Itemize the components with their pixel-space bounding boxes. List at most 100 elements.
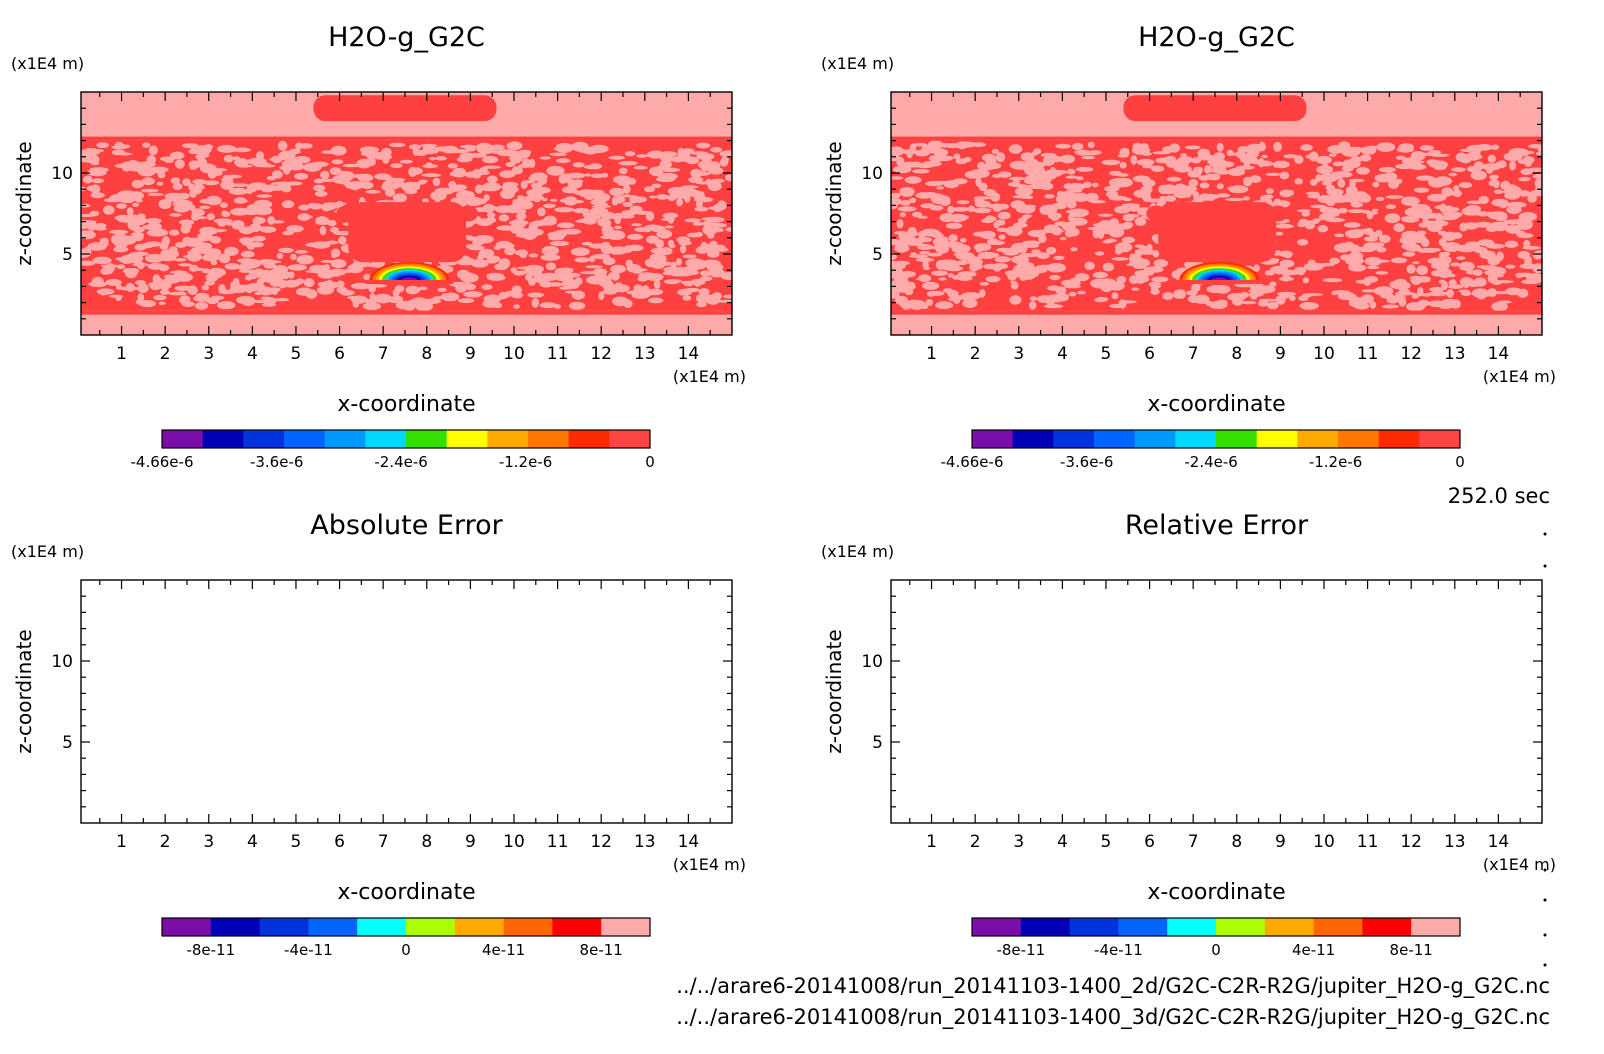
colorbar-tick-label: -8e-11 [186, 941, 235, 959]
y-tick-label: 10 [861, 164, 883, 184]
y-unit-label: (x1E4 m) [821, 542, 894, 561]
colorbar: -8e-11 -4e-11 0 4e-11 8e-11 [161, 917, 651, 959]
colorbar-tick-label: -4e-11 [284, 941, 333, 959]
heatmap-field [81, 92, 732, 335]
colorbar-tick-label: 0 [1211, 941, 1221, 959]
colorbar: -8e-11 -4e-11 0 4e-11 8e-11 [971, 917, 1461, 959]
x-tick-label: 12 [1400, 344, 1422, 364]
x-tick-label: 10 [503, 832, 525, 852]
x-tick-label: 7 [378, 344, 389, 364]
x-tick-label: 8 [421, 832, 432, 852]
time-label: 252.0 sec [1448, 484, 1550, 508]
x-tick-label: 12 [590, 832, 612, 852]
y-tick-label: 10 [861, 652, 883, 672]
x-unit-label: (x1E4 m) [1483, 855, 1556, 874]
colorbar-swatch [972, 430, 1014, 448]
x-tick-label: 3 [1013, 344, 1024, 364]
y-tick-label: 5 [872, 733, 883, 753]
colorbar-swatch [243, 430, 285, 448]
x-tick-label: 13 [1444, 832, 1466, 852]
colorbar-swatch [1118, 918, 1168, 936]
x-tick-label: 5 [1101, 832, 1112, 852]
x-tick-label: 4 [1057, 344, 1068, 364]
colorbar-swatch [609, 430, 651, 448]
y-tick-label: 5 [62, 733, 73, 753]
x-tick-label: 2 [970, 344, 981, 364]
x-tick-label: 4 [247, 832, 258, 852]
x-tick-label: 1 [116, 832, 127, 852]
colorbar-tick-label: 8e-11 [580, 941, 623, 959]
x-tick-label: 14 [678, 832, 700, 852]
x-tick-label: 10 [503, 344, 525, 364]
colorbar-swatch [406, 430, 448, 448]
colorbar-swatch [162, 430, 204, 448]
colorbar-tick-label: 0 [401, 941, 411, 959]
x-tick-label: 10 [1313, 832, 1335, 852]
x-tick-label: 1 [926, 832, 937, 852]
x-tick-label: 6 [1144, 344, 1155, 364]
x-tick-label: 5 [291, 832, 302, 852]
colorbar-tick-label: -3.6e-6 [1060, 453, 1113, 471]
x-tick-label: 13 [634, 344, 656, 364]
y-axis-label: z-coordinate [822, 629, 846, 753]
x-tick-label: 13 [634, 832, 656, 852]
x-tick-label: 8 [1231, 344, 1242, 364]
axis-ticks [81, 580, 732, 823]
colorbar-tick-label: 8e-11 [1390, 941, 1433, 959]
colorbar-swatch [365, 430, 407, 448]
x-tick-label: 2 [970, 832, 981, 852]
x-tick-label: 4 [247, 344, 258, 364]
edge-dots [1543, 532, 1547, 967]
plot-frame [80, 579, 733, 824]
x-axis-label: x-coordinate [1147, 880, 1285, 905]
colorbar-swatch [552, 918, 602, 936]
colorbar-swatch [487, 430, 529, 448]
axis-ticks [81, 92, 732, 335]
chart-title: Absolute Error [310, 510, 503, 541]
plot-frame [890, 91, 1543, 336]
minimum-arc [365, 261, 454, 284]
minimum-arc [1175, 261, 1264, 284]
colorbar: -4.66e-6 -3.6e-6 -2.4e-6 -1.2e-6 0 [941, 429, 1465, 471]
colorbar-swatch [1264, 918, 1314, 936]
colorbar-swatch [1378, 430, 1420, 448]
colorbar-tick-label: -4e-11 [1094, 941, 1143, 959]
y-axis-label: z-coordinate [12, 629, 36, 753]
chart-title: H2O-g_G2C [328, 22, 485, 53]
x-tick-label: 3 [203, 832, 214, 852]
colorbar-tick-label: -2.4e-6 [1184, 453, 1237, 471]
colorbar-swatch [357, 918, 407, 936]
heatmap-field [891, 92, 1542, 335]
x-tick-label: 7 [378, 832, 389, 852]
x-tick-label: 14 [678, 344, 700, 364]
x-tick-label: 12 [1400, 832, 1422, 852]
y-unit-label: (x1E4 m) [11, 54, 84, 73]
colorbar-swatch [1256, 430, 1298, 448]
x-axis-label: x-coordinate [337, 392, 475, 417]
colorbar-swatch [528, 430, 570, 448]
x-tick-label: 9 [465, 344, 476, 364]
heatmap-field [81, 580, 732, 823]
colorbar-swatch [1012, 430, 1054, 448]
x-axis-label: x-coordinate [337, 880, 475, 905]
upper-cap-region [1123, 95, 1307, 122]
colorbar-tick-label: 4e-11 [1292, 941, 1335, 959]
x-tick-label: 7 [1188, 832, 1199, 852]
x-tick-label: 7 [1188, 344, 1199, 364]
colorbar-swatch [1338, 430, 1380, 448]
colorbar-swatch [601, 918, 651, 936]
colorbar-swatch [454, 918, 504, 936]
colorbar-swatch [1362, 918, 1412, 936]
x-tick-label: 1 [926, 344, 937, 364]
colorbar-swatch [446, 430, 488, 448]
y-tick-label: 10 [51, 652, 73, 672]
colorbar-tick-label: -3.6e-6 [250, 453, 303, 471]
colorbar-swatch [1216, 918, 1266, 936]
colorbar-tick-label: -1.2e-6 [499, 453, 552, 471]
x-tick-label: 2 [160, 832, 171, 852]
x-tick-label: 11 [547, 832, 569, 852]
x-tick-label: 11 [547, 344, 569, 364]
